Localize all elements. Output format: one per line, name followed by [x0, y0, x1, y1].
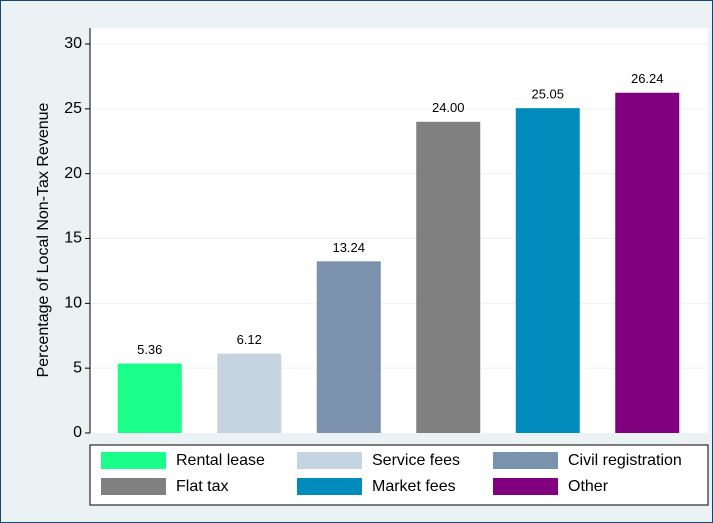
data-label: 26.24	[631, 71, 664, 86]
bar	[515, 108, 580, 433]
bar	[316, 261, 381, 433]
plot-area	[90, 28, 708, 433]
y-tick-label: 0	[73, 424, 82, 441]
bar	[217, 353, 282, 433]
legend-label: Civil registration	[568, 452, 682, 469]
legend-swatch	[297, 478, 362, 495]
bar	[615, 92, 680, 433]
legend-swatch	[101, 452, 166, 469]
legend-swatch	[493, 452, 558, 469]
legend-label: Service fees	[372, 452, 460, 469]
legend-label: Flat tax	[176, 478, 228, 495]
legend-label: Other	[568, 478, 609, 495]
y-tick-label: 30	[64, 35, 82, 52]
data-label: 24.00	[432, 100, 465, 115]
legend-swatch	[493, 478, 558, 495]
data-label: 25.05	[531, 87, 564, 102]
y-tick-label: 15	[64, 230, 82, 247]
bar	[117, 363, 182, 433]
data-label: 6.12	[237, 332, 262, 347]
y-axis-title: Percentage of Local Non-Tax Revenue	[35, 102, 52, 377]
data-label: 13.24	[332, 240, 365, 255]
legend-label: Rental lease	[176, 452, 265, 469]
legend-swatch	[101, 478, 166, 495]
bar	[416, 121, 481, 434]
y-tick-label: 5	[73, 359, 82, 376]
legend-swatch	[297, 452, 362, 469]
y-tick-label: 25	[64, 100, 82, 117]
data-label: 5.36	[137, 342, 162, 357]
legend	[89, 444, 709, 506]
legend-label: Market fees	[372, 478, 456, 495]
y-tick-label: 20	[64, 165, 82, 182]
y-tick-label: 10	[64, 295, 82, 312]
